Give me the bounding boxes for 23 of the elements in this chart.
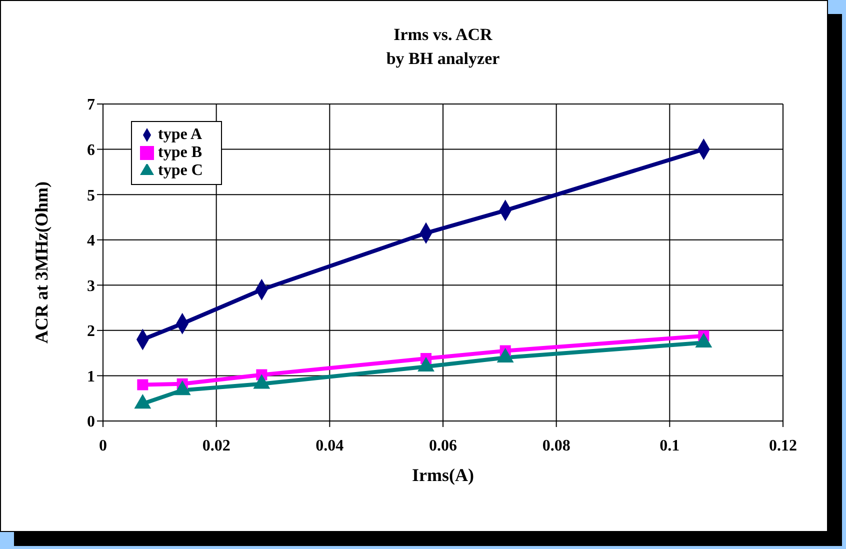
chart-title: Irms vs. ACR <box>392 24 494 46</box>
x-tick-label: 0.06 <box>429 437 457 454</box>
legend-label: type C <box>158 162 203 179</box>
x-tick-label: 0 <box>99 437 107 454</box>
y-tick-label: 3 <box>87 278 95 295</box>
x-axis-title: Irms(A) <box>412 465 474 485</box>
y-tick-label: 7 <box>87 96 95 114</box>
y-axis-title: ACR at 3MHz(Ohm) <box>31 182 52 344</box>
x-tick-label: 0.1 <box>660 437 680 454</box>
x-tick-label: 0.04 <box>316 437 344 454</box>
y-tick-label: 1 <box>87 368 95 386</box>
chart-subtitle: by BH analyzer <box>385 48 501 70</box>
legend-label: type A <box>158 126 202 143</box>
x-tick-label: 0.12 <box>769 437 797 454</box>
x-tick-label: 0.02 <box>202 437 230 454</box>
y-tick-label: 4 <box>87 232 95 250</box>
y-tick-label: 6 <box>87 142 95 159</box>
y-tick-label: 2 <box>87 323 95 340</box>
y-tick-label: 0 <box>87 414 95 431</box>
x-tick-label: 0.08 <box>542 437 570 454</box>
y-tick-label: 5 <box>87 187 95 204</box>
legend-label: type B <box>158 144 202 161</box>
point <box>137 379 148 390</box>
